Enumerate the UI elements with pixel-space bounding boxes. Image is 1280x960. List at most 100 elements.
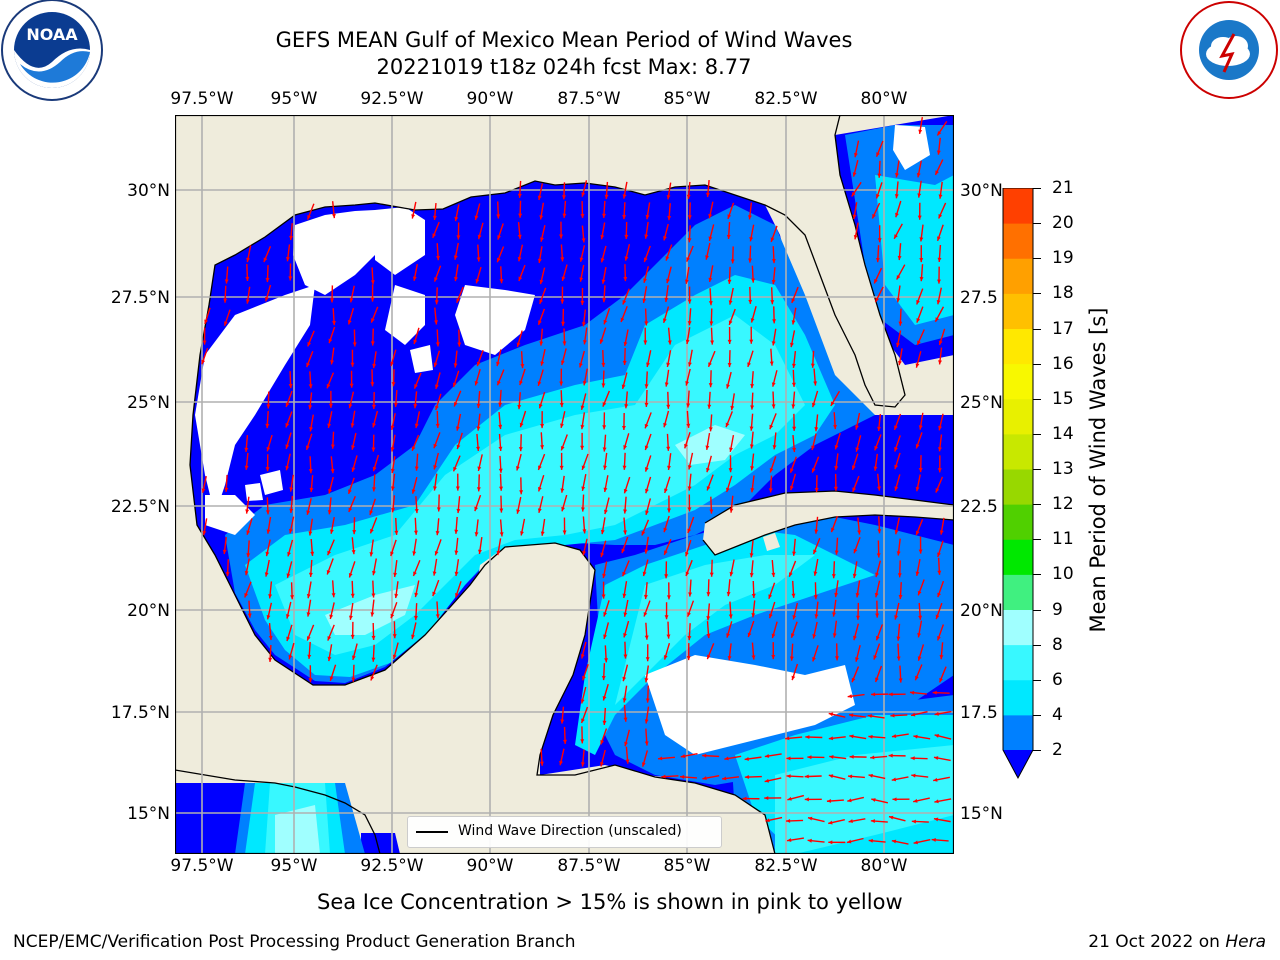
colorbar-tick-label: 16 — [1052, 353, 1074, 374]
wind-arrow — [603, 475, 609, 493]
wind-arrow — [433, 432, 441, 449]
wind-arrow — [915, 474, 921, 492]
wind-arrow — [411, 434, 420, 452]
wind-arrow — [751, 580, 756, 598]
wind-arrow — [918, 412, 924, 430]
wind-arrow — [559, 390, 564, 408]
wind-arrow — [432, 202, 437, 221]
wind-arrow — [724, 755, 742, 761]
wind-arrow — [245, 263, 250, 282]
wind-arrow — [917, 202, 922, 220]
wind-arrow — [244, 434, 249, 453]
wind-arrow — [748, 245, 753, 263]
wind-arrow — [579, 264, 585, 282]
wind-arrow — [308, 665, 313, 683]
wind-arrow — [686, 390, 691, 408]
wind-arrow — [265, 265, 270, 283]
wind-arrow — [726, 371, 732, 389]
wind-arrow — [708, 414, 713, 432]
wind-arrow — [560, 244, 565, 262]
lat-label-right: 15°N — [960, 804, 1003, 824]
wind-arrow — [580, 749, 585, 767]
wind-arrow — [937, 244, 942, 263]
wind-arrow — [643, 266, 650, 283]
lat-label-right: 22.5 — [960, 497, 998, 517]
wind-arrow — [622, 452, 627, 470]
wind-arrow — [852, 202, 858, 220]
wind-arrow — [518, 200, 523, 218]
wind-arrow — [664, 476, 671, 494]
wind-arrow — [539, 287, 547, 305]
lon-label-top: 90°W — [466, 89, 514, 109]
colorbar-tick-label: 12 — [1052, 494, 1074, 515]
wind-arrow — [666, 582, 671, 600]
wind-arrow — [645, 685, 650, 703]
wind-arrow — [266, 434, 273, 452]
footer-credit: NCEP/EMC/Verification Post Processing Pr… — [13, 932, 576, 952]
wind-arrow — [641, 750, 649, 767]
wind-arrow — [454, 204, 460, 222]
wind-arrow — [499, 519, 504, 537]
wind-arrow — [454, 559, 460, 577]
colorbar-tick-label: 15 — [1052, 388, 1074, 409]
wind-arrow — [348, 561, 356, 578]
lon-label-bottom: 85°W — [663, 856, 711, 876]
wind-arrow — [687, 600, 695, 617]
wind-arrow — [474, 519, 479, 537]
wind-arrow — [456, 432, 463, 450]
wind-arrow — [789, 473, 797, 491]
wind-arrow — [936, 137, 941, 155]
wind-arrow — [454, 264, 459, 282]
wind-arrow — [644, 536, 649, 554]
wind-arrow — [875, 560, 882, 578]
wind-arrow — [390, 349, 397, 367]
wind-arrow — [851, 181, 862, 197]
wind-arrow — [937, 580, 945, 598]
wind-arrow — [937, 266, 941, 284]
wind-arrow — [474, 368, 481, 386]
wind-arrow — [371, 623, 376, 641]
wind-arrow — [854, 412, 861, 430]
wind-arrow — [329, 516, 335, 534]
wind-arrow — [749, 540, 754, 558]
wind-arrow — [771, 370, 778, 387]
wind-arrow — [623, 264, 628, 282]
wind-arrow — [562, 328, 567, 346]
colorbar-tick-label: 8 — [1052, 634, 1063, 655]
wind-arrow — [561, 264, 568, 282]
wind-arrow — [520, 351, 525, 369]
wind-arrow — [497, 223, 504, 240]
wind-arrow — [726, 475, 733, 493]
wind-arrow — [750, 371, 755, 389]
wind-arrow — [516, 496, 522, 514]
wind-arrow — [201, 475, 207, 493]
wind-arrow — [875, 182, 883, 199]
wind-arrow — [622, 288, 630, 305]
wind-arrow — [643, 327, 648, 345]
wind-arrow — [600, 749, 606, 767]
wind-arrow — [309, 475, 314, 493]
wind-arrow — [517, 392, 522, 410]
wind-arrow — [331, 580, 336, 598]
wind-arrow — [749, 560, 754, 578]
wind-arrow — [744, 756, 762, 761]
wind-arrow — [811, 390, 819, 408]
wind-arrow — [685, 559, 693, 577]
wind-arrow — [687, 494, 692, 512]
lon-label-top: 92.5°W — [360, 89, 424, 109]
wind-arrow — [805, 735, 823, 740]
wind-arrow — [602, 200, 606, 218]
wind-arrow — [828, 774, 846, 780]
wind-arrow — [849, 754, 867, 759]
wind-arrow — [706, 603, 711, 621]
wind-arrow — [871, 202, 881, 219]
wind-arrow — [807, 838, 825, 843]
wind-arrow — [748, 286, 753, 304]
wind-arrow — [327, 644, 333, 662]
wind-arrow — [434, 539, 442, 556]
wind-arrow — [412, 538, 417, 556]
wind-arrow — [621, 413, 626, 431]
wind-arrow — [537, 496, 544, 513]
wind-arrow — [868, 773, 886, 780]
wind-arrow — [394, 581, 399, 599]
